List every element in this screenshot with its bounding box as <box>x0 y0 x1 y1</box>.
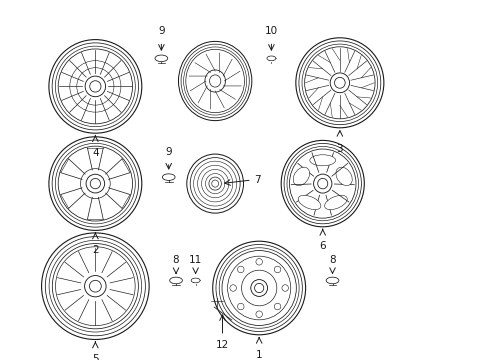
Ellipse shape <box>255 258 262 265</box>
Ellipse shape <box>324 195 346 210</box>
Text: 9: 9 <box>165 147 172 157</box>
Ellipse shape <box>162 174 175 180</box>
Ellipse shape <box>298 195 320 210</box>
Ellipse shape <box>325 277 338 284</box>
Ellipse shape <box>282 285 288 291</box>
Ellipse shape <box>293 167 309 186</box>
Ellipse shape <box>229 285 236 291</box>
Text: 2: 2 <box>92 245 99 255</box>
Text: 5: 5 <box>92 354 99 360</box>
Ellipse shape <box>335 167 351 186</box>
Text: 6: 6 <box>319 241 325 251</box>
Ellipse shape <box>155 55 167 62</box>
Text: 7: 7 <box>254 175 261 185</box>
Ellipse shape <box>85 76 105 97</box>
Ellipse shape <box>329 73 349 93</box>
Text: 10: 10 <box>264 26 277 36</box>
Text: 4: 4 <box>92 148 99 158</box>
Text: 12: 12 <box>215 340 229 350</box>
Text: 8: 8 <box>172 255 179 265</box>
Ellipse shape <box>86 174 104 193</box>
Ellipse shape <box>255 311 262 318</box>
Ellipse shape <box>313 174 331 193</box>
Ellipse shape <box>169 277 182 284</box>
Text: 1: 1 <box>255 350 262 360</box>
Text: 9: 9 <box>158 26 164 36</box>
Ellipse shape <box>250 280 267 296</box>
Text: 8: 8 <box>328 255 335 265</box>
Ellipse shape <box>204 70 225 92</box>
Ellipse shape <box>191 278 200 283</box>
Ellipse shape <box>208 177 221 190</box>
Ellipse shape <box>274 266 280 273</box>
Ellipse shape <box>237 266 244 273</box>
Ellipse shape <box>237 303 244 310</box>
Ellipse shape <box>266 56 275 60</box>
Ellipse shape <box>274 303 280 310</box>
Text: 3: 3 <box>336 144 343 154</box>
Ellipse shape <box>84 275 106 297</box>
Text: 11: 11 <box>188 255 202 265</box>
Ellipse shape <box>309 155 335 166</box>
